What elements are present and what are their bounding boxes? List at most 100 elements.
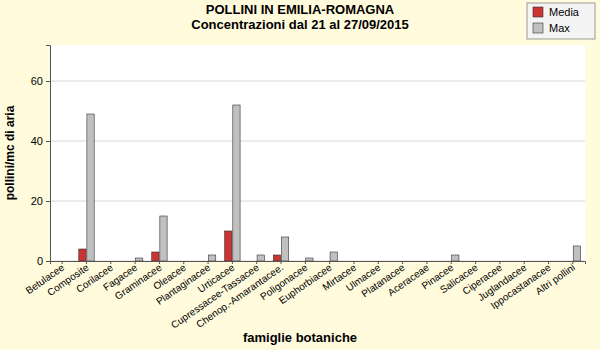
bar [208,255,215,261]
y-tick: 60 [31,75,50,87]
y-axis-title: pollini/mc di aria [3,105,17,200]
series [79,231,281,261]
x-tick-mark [402,261,403,264]
x-tick-mark [208,261,209,264]
bar [152,252,159,261]
legend-swatch [533,23,543,33]
x-tick-mark [378,261,379,264]
x-tick-mark [86,261,87,264]
x-tick-mark [499,261,500,264]
subtitle: Concentrazioni dal 21 al 27/09/2015 [191,17,409,32]
x-tick-mark [183,261,184,264]
y-tick: 0 [37,255,50,267]
legend-label: Max [549,22,570,34]
x-tick-mark [110,261,111,264]
x-tick-mark [426,261,427,264]
bar [549,261,556,262]
x-tick-mark [524,261,525,264]
bar [492,261,499,262]
y-tick-label: 0 [37,255,43,267]
y-tick-mark [46,261,50,262]
bar [136,258,143,261]
grid-line [50,141,585,142]
bar [111,261,118,262]
legend: Media Max [527,3,595,39]
x-tick-mark [135,261,136,264]
x-tick-mark [329,261,330,264]
bar [63,261,70,262]
bar [176,261,183,262]
x-axis: BetulaceeCompositeCorilaceeFagaceeGramin… [24,261,586,331]
y-axis: 0 20 40 60 [31,46,51,268]
x-tick: Altri pollini [533,261,577,297]
bar [517,261,524,262]
bar [565,261,572,262]
bar [87,114,94,261]
bar [500,261,507,262]
bar [371,261,378,262]
x-tick-mark [548,261,549,264]
bar [79,249,86,261]
y-tick-label: 60 [31,75,43,87]
bar [103,261,110,262]
x-axis-title: famiglie botaniche [243,330,357,345]
bar [346,261,353,262]
chart: POLLINI IN EMILIA-ROMAGNAConcentrazioni … [0,0,600,350]
bar [403,261,410,262]
legend-label: Media [549,6,580,18]
bar [54,261,61,262]
bar [233,105,240,261]
x-tick-mark [256,261,257,264]
y-tick-label: 20 [31,195,43,207]
x-tick-mark [353,261,354,264]
bar [306,258,313,261]
bar [330,252,337,261]
bar [127,261,134,262]
bar [354,261,361,262]
bars [79,105,581,261]
bar [541,261,548,262]
bar [273,255,280,261]
bar [468,261,475,262]
x-tick-mark [281,261,282,264]
y-tick: 20 [31,195,50,207]
grid-line [50,201,585,202]
y-tick: 40 [31,135,50,147]
bar [249,261,256,262]
bar [225,231,232,261]
bar [444,261,451,262]
bar [379,261,386,262]
x-tick-mark [475,261,476,264]
x-tick-mark [305,261,306,264]
bar [525,261,532,262]
bar [427,261,434,262]
x-tick-mark [232,261,233,264]
bar [281,237,288,261]
y-tick-label: 40 [31,135,43,147]
bar [322,261,329,262]
bar [573,246,580,261]
title: POLLINI IN EMILIA-ROMAGNA [206,2,395,17]
plot-area [50,45,585,261]
bar [184,261,191,262]
x-tick-label: Altri pollini [533,262,577,297]
grid-line [50,81,585,82]
bar [419,261,426,262]
x-tick-mark [62,261,63,264]
x-tick-mark [572,261,573,264]
bar [298,261,305,262]
y-tick-mark [46,81,50,82]
x-tick-mark [451,261,452,264]
legend-entry: Max [533,22,570,34]
grid [50,81,585,261]
legend-entry: Media [533,6,580,18]
plot: 0 20 40 60 BetulaceeCompositeCorilaceeFagace… [24,46,586,331]
series [87,105,581,261]
legend-swatch [533,7,543,17]
legend-box [527,3,595,39]
y-tick-mark [46,141,50,142]
bar [257,255,264,261]
bar [395,261,402,262]
bar [476,261,483,262]
y-axis-line [46,46,51,262]
